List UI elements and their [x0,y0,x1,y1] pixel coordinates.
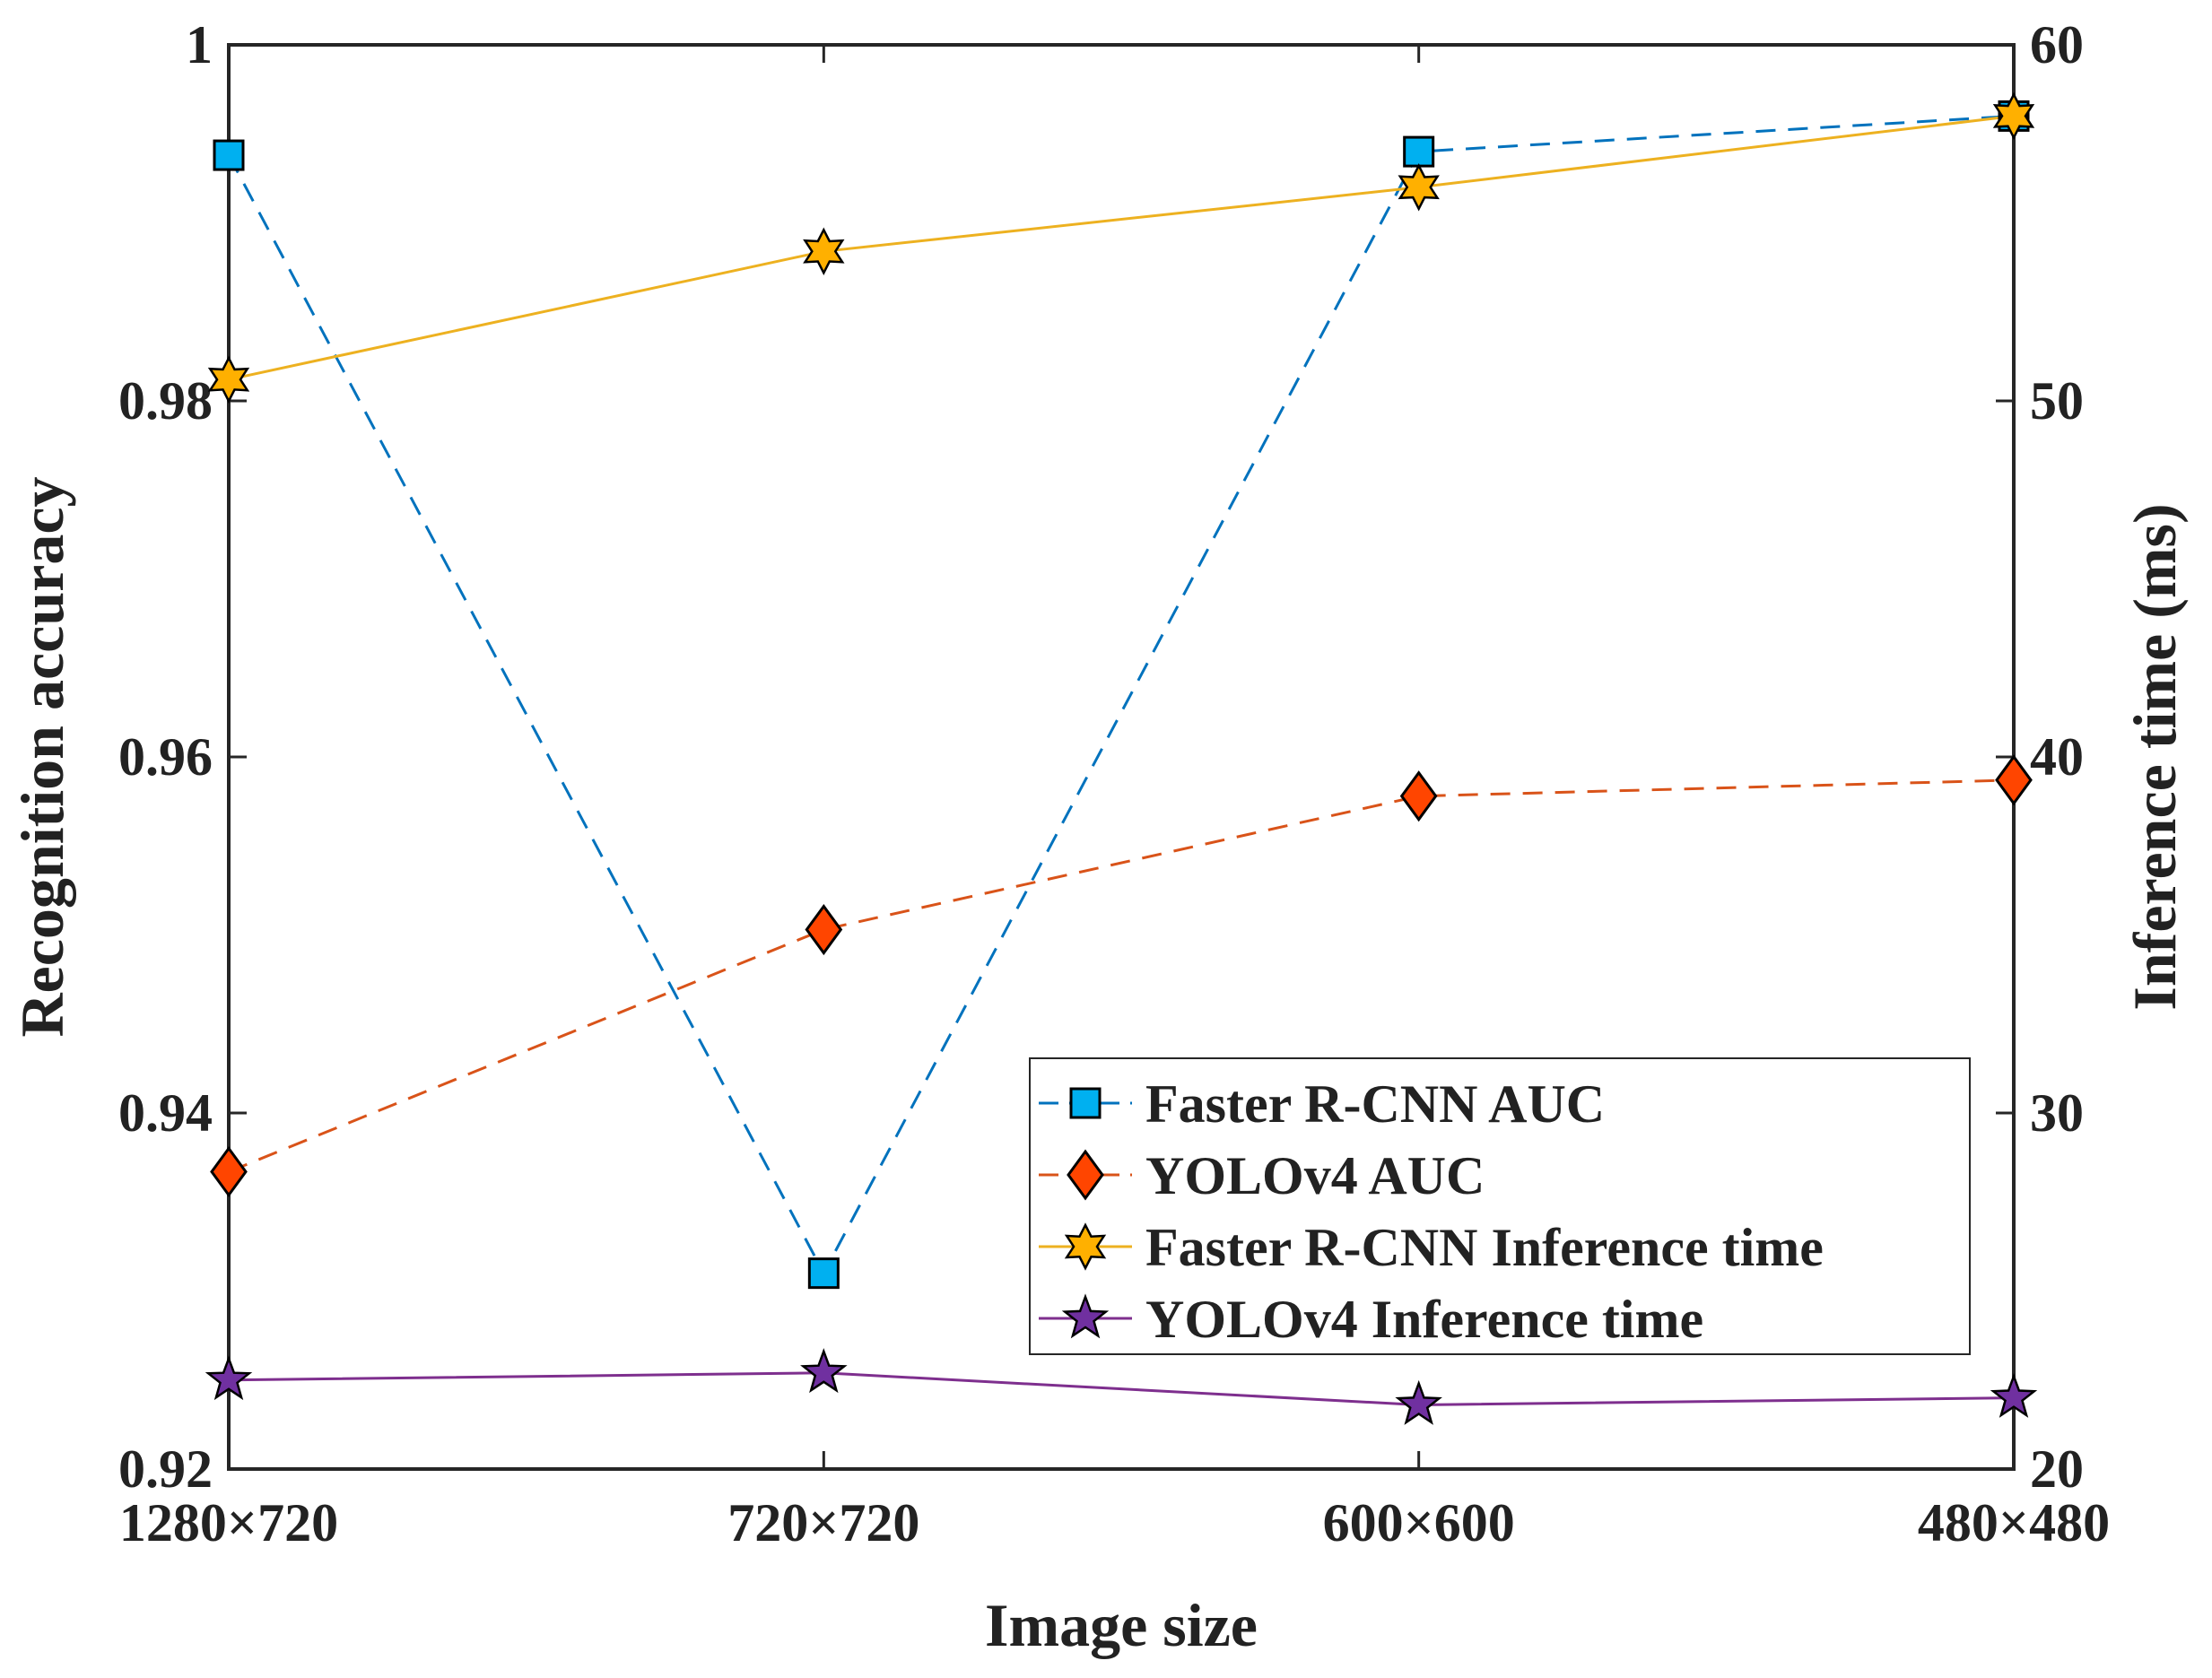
legend-marker [1067,1149,1104,1201]
series-line-yolov4-inference-time [228,1371,2015,1407]
data-point-faster-r-cnn-auc [807,1257,840,1290]
legend-label: YOLOv4 AUC [1145,1146,1485,1205]
legend-marker [1069,1087,1102,1119]
data-point-yolov4-auc [1995,754,2033,806]
data-point-faster-r-cnn-inference-time [207,355,250,404]
series-markers-group [205,91,2038,1425]
data-point-yolov4-inference-time [1395,1379,1442,1425]
right-y-axis-title: Inference time (ms) [2121,503,2189,1010]
data-point-yolov4-inference-time [800,1348,848,1394]
legend-box [1029,1057,1971,1355]
right-y-tick-label: 50 [2030,371,2084,430]
data-point-yolov4-inference-time [1990,1373,2038,1418]
legend: Faster R-CNN AUC YOLOv4 AUC Faster R-CNN I… [1029,1057,1971,1355]
x-axis-title: Image size [985,1591,1258,1659]
data-point-yolov4-auc [805,904,843,956]
data-point-yolov4-auc [210,1145,248,1198]
series-lines-group [227,114,2015,1407]
legend-label: Faster R-CNN Inference time [1145,1218,1824,1277]
x-tick-label: 600×600 [1323,1493,1515,1552]
ticks-group: 1280×720 720×720 600×600 480×480 0.92 0.94 0.9… [118,15,2110,1552]
data-point-yolov4-inference-time [205,1355,253,1401]
legend-marker [1064,1222,1107,1271]
x-tick-label: 480×480 [1918,1493,2110,1552]
series-line-faster-r-cnn-auc [227,114,2015,1276]
right-y-tick-label: 60 [2030,15,2084,74]
legend-entries: Faster R-CNN AUC YOLOv4 AUC Faster R-CNN I… [1039,1074,1824,1349]
left-y-axis-title: Recognition accuracy [8,476,76,1037]
data-point-yolov4-auc [1399,770,1438,822]
data-point-faster-r-cnn-auc [213,139,245,171]
legend-label: Faster R-CNN AUC [1145,1074,1605,1134]
left-y-tick-label: 0.94 [118,1083,213,1143]
left-y-tick-label: 1 [186,15,213,74]
left-y-tick-label: 0.98 [118,371,213,430]
right-y-tick-label: 40 [2030,727,2084,787]
x-tick-label: 720×720 [727,1493,919,1552]
series-line-faster-r-cnn-inference-time [228,114,2015,381]
series-line-yolov4-auc [228,778,2015,1173]
data-point-faster-r-cnn-inference-time [1992,91,2035,141]
left-y-tick-label: 0.92 [118,1439,213,1499]
right-y-tick-label: 30 [2030,1083,2084,1143]
legend-marker [1061,1293,1110,1339]
data-point-faster-r-cnn-inference-time [1398,163,1440,212]
data-point-faster-r-cnn-auc [1403,135,1435,168]
legend-label: YOLOv4 Inference time [1145,1290,1703,1349]
x-tick-label: 1280×720 [119,1493,338,1552]
right-y-tick-label: 20 [2030,1439,2084,1499]
data-point-faster-r-cnn-inference-time [803,227,845,276]
left-y-tick-label: 0.96 [118,727,213,787]
